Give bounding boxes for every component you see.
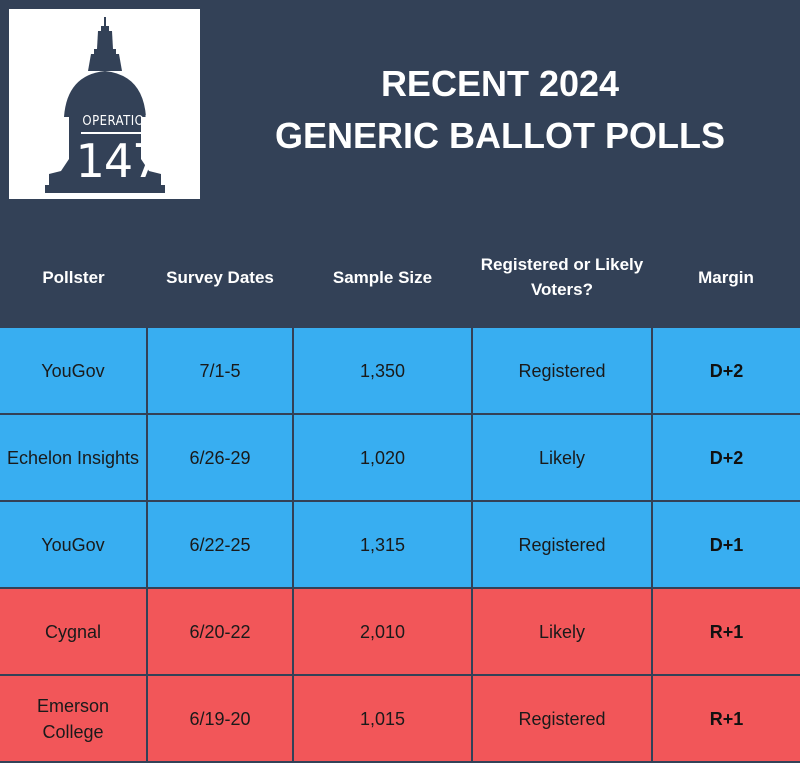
cell-pollster: YouGov xyxy=(0,326,148,415)
cell-sample: 1,020 xyxy=(292,413,473,502)
page-title-line-1: RECENT 2024 xyxy=(380,63,620,104)
cell-sample: 1,315 xyxy=(292,500,473,589)
cell-voters: Likely xyxy=(471,413,653,502)
cell-margin: D+2 xyxy=(651,326,800,415)
logo-divider xyxy=(81,132,155,134)
table-row: Echelon Insights 6/26-29 1,020 Likely D+… xyxy=(0,413,800,502)
header-margin: Margin xyxy=(698,267,754,287)
cell-dates: 6/26-29 xyxy=(146,413,294,502)
table-row: Emerson College 6/19-20 1,015 Registered… xyxy=(0,674,800,763)
capitol-dome-icon xyxy=(45,17,165,193)
logo-operation-text: OPERATION xyxy=(82,114,154,129)
header-voter-type: Registered or Likely Voters? xyxy=(480,255,644,299)
cell-pollster: YouGov xyxy=(0,500,148,589)
logo-number-text: 147 xyxy=(75,134,162,188)
cell-margin: R+1 xyxy=(651,587,800,676)
table-header-row: Pollster Survey Dates Sample Size Regist… xyxy=(0,228,800,327)
cell-dates: 6/22-25 xyxy=(146,500,294,589)
cell-dates: 6/19-20 xyxy=(146,674,294,763)
header-survey-dates: Survey Dates xyxy=(166,267,274,287)
cell-pollster: Emerson College xyxy=(0,674,148,763)
header-pollster: Pollster xyxy=(42,267,105,287)
cell-dates: 6/20-22 xyxy=(146,587,294,676)
cell-sample: 2,010 xyxy=(292,587,473,676)
table-row: YouGov 7/1-5 1,350 Registered D+2 xyxy=(0,326,800,415)
table-row: Cygnal 6/20-22 2,010 Likely R+1 xyxy=(0,587,800,676)
cell-voters: Registered xyxy=(471,500,653,589)
page-title-line-2: GENERIC BALLOT POLLS xyxy=(275,115,725,156)
cell-pollster: Cygnal xyxy=(0,587,148,676)
cell-voters: Likely xyxy=(471,587,653,676)
cell-sample: 1,015 xyxy=(292,674,473,763)
table-row: YouGov 6/22-25 1,315 Registered D+1 xyxy=(0,500,800,589)
cell-margin: R+1 xyxy=(651,674,800,763)
cell-pollster: Echelon Insights xyxy=(0,413,148,502)
operation-147-logo: OPERATION 147 xyxy=(9,9,200,199)
polls-table: Pollster Survey Dates Sample Size Regist… xyxy=(0,228,800,763)
cell-sample: 1,350 xyxy=(292,326,473,415)
cell-voters: Registered xyxy=(471,326,653,415)
cell-margin: D+1 xyxy=(651,500,800,589)
cell-margin: D+2 xyxy=(651,413,800,502)
cell-voters: Registered xyxy=(471,674,653,763)
cell-dates: 7/1-5 xyxy=(146,326,294,415)
header-sample-size: Sample Size xyxy=(332,267,433,287)
